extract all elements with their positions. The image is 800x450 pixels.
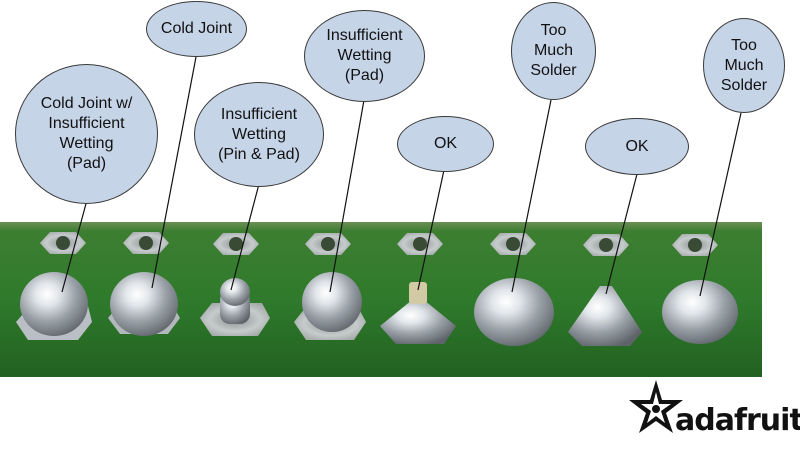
solder-joint	[662, 280, 738, 344]
solder-joint	[16, 272, 92, 340]
empty-pad	[123, 232, 169, 254]
pointer-line	[61, 199, 88, 293]
solder-joint	[200, 278, 270, 336]
callout-cold-joint-insufficient-wetting-pad: Cold Joint w/ Insufficient Wetting (Pad)	[15, 64, 158, 204]
empty-pad	[213, 233, 259, 255]
callout-insufficient-wetting-pad: Insufficient Wetting (Pad)	[304, 10, 425, 102]
empty-pad	[490, 233, 536, 255]
solder-joint	[380, 282, 456, 344]
callout-cold-joint: Cold Joint	[146, 1, 247, 57]
adafruit-wordmark: adafruit	[675, 403, 800, 438]
callout-too-much-solder-1: Too Much Solder	[511, 2, 596, 100]
callout-ok-1: OK	[397, 116, 494, 172]
pointer-line	[605, 173, 638, 295]
pointer-line	[511, 99, 552, 293]
empty-pad	[40, 232, 86, 254]
pointer-line	[151, 56, 197, 289]
callout-too-much-solder-2: Too Much Solder	[703, 18, 785, 113]
adafruit-logo-icon	[629, 380, 683, 433]
solder-joint	[474, 278, 554, 346]
solder-joint	[294, 272, 366, 340]
solder-joint	[568, 286, 642, 346]
empty-pad	[397, 233, 443, 255]
pointer-line	[417, 169, 445, 291]
pointer-line	[230, 183, 260, 291]
pointer-line	[329, 99, 365, 293]
pointer-lines	[61, 56, 742, 297]
pointer-line	[699, 112, 742, 297]
solder-joint	[108, 272, 180, 336]
solder-joint-row	[16, 272, 738, 346]
callout-ok-2: OK	[585, 118, 689, 175]
empty-pad	[672, 234, 718, 256]
callout-insufficient-wetting-pin-pad: Insufficient Wetting (Pin & Pad)	[194, 82, 324, 187]
